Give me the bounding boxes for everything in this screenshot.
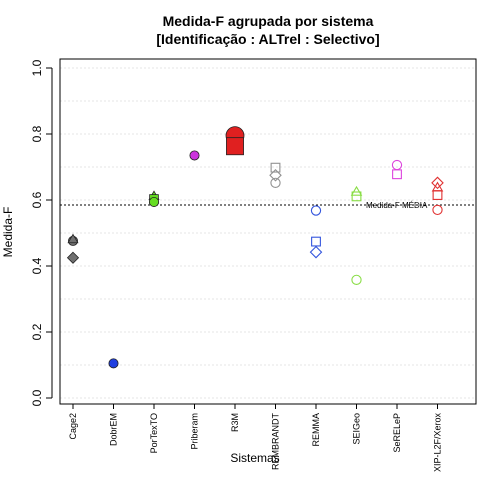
data-point-square [270, 162, 281, 173]
data-point-diamond [66, 251, 80, 264]
y-axis: 0.0 0.2 0.4 0.6 0.8 1.0 [30, 59, 53, 406]
data-point-circle [189, 150, 200, 161]
x-tick-label: REMBRANDT [271, 413, 281, 471]
grid-lines [60, 67, 476, 399]
x-tick-label: DobrEM [109, 413, 119, 446]
data-point-square [351, 191, 362, 202]
y-tick-label: 1.0 [30, 59, 44, 76]
data-point-triangle [350, 185, 363, 196]
y-tick-label: 0.0 [30, 389, 44, 406]
reference-line-label: Medida-F MÉDIA [366, 201, 428, 210]
x-tick-label: PorTexTO [149, 413, 159, 453]
data-point-diamond [309, 245, 323, 259]
x-tick-label: REMMA [311, 413, 321, 447]
data-point-circle [310, 205, 322, 216]
data-point-circle [148, 196, 159, 207]
data-point-square [432, 190, 443, 200]
y-tick-label: 0.4 [30, 257, 44, 274]
data-point-square [226, 137, 244, 156]
data-point-diamond [269, 168, 282, 182]
chart-subtitle: [Identificação : ALTrel : Selectivo] [156, 31, 379, 47]
data-point-circle [108, 358, 119, 369]
y-tick-label: 0.2 [30, 323, 44, 340]
x-tick-label: Priberam [190, 413, 200, 450]
data-point-triangle [67, 233, 79, 244]
data-point-square [392, 169, 402, 180]
x-tick-label: XIP-L2F/Xerox [433, 413, 443, 473]
x-tick-label: SeRELeP [392, 413, 402, 453]
data-point-circle [351, 274, 362, 286]
reference-line-group: Medida-F MÉDIA [60, 201, 476, 210]
data-point-circle [432, 204, 443, 216]
data-point-circle [270, 177, 281, 188]
data-points [66, 126, 444, 369]
x-axis-label: Sistemas [230, 451, 279, 465]
x-axis: Cage2 DobrEM PorTexTO Priberam R3M REMBRANDT R… [68, 403, 443, 473]
x-tick-label: R3M [230, 413, 240, 432]
x-tick-label: Cage2 [68, 413, 78, 440]
y-tick-label: 0.8 [30, 125, 44, 142]
data-point-diamond [431, 176, 444, 190]
y-tick-label: 0.6 [30, 191, 44, 208]
x-tick-label: SEIGeo [352, 413, 362, 445]
y-axis-label: Medida-F [1, 207, 15, 258]
chart-title: Medida-F agrupada por sistema [163, 13, 374, 29]
